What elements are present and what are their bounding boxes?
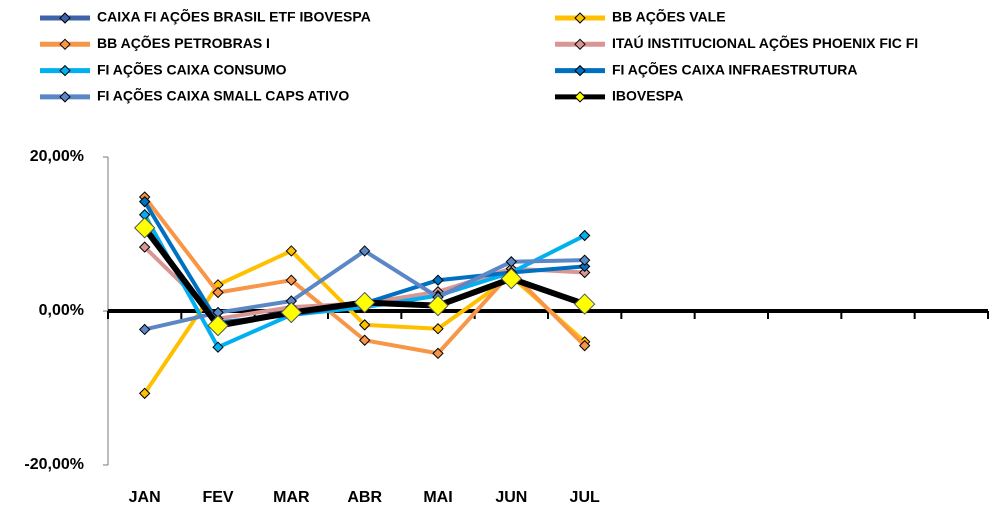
series-marker — [578, 339, 591, 352]
y-tick-label: 20,00% — [30, 148, 84, 165]
legend-marker — [59, 38, 71, 51]
series-marker — [358, 334, 371, 346]
legend-marker — [59, 12, 71, 24]
series-marker — [280, 301, 303, 324]
series-marker — [573, 293, 596, 315]
series-marker — [358, 245, 371, 257]
series-marker — [432, 323, 444, 335]
legend-marker — [574, 12, 586, 24]
series-marker — [505, 256, 518, 268]
legend-label: FI AÇÕES CAIXA CONSUMO — [97, 60, 287, 77]
series-marker — [578, 266, 591, 279]
series-marker — [578, 254, 591, 266]
y-tick-label: -20,00% — [24, 456, 84, 473]
legend-label: CAIXA FI AÇÕES BRASIL ETF IBOVESPA — [97, 8, 371, 25]
legend-marker — [574, 38, 586, 51]
series-marker — [285, 274, 298, 286]
legend-marker — [574, 64, 586, 77]
series-marker — [358, 319, 371, 331]
series-marker — [133, 217, 156, 239]
legend-label: FI AÇÕES CAIXA SMALL CAPS ATIVO — [97, 87, 349, 104]
x-tick-label: ABR — [347, 489, 382, 506]
y-tick-label: 0,00% — [39, 302, 84, 319]
series-marker — [138, 323, 151, 336]
x-tick-label: JAN — [129, 489, 161, 506]
x-tick-label: JUN — [495, 489, 527, 506]
legend-label: FI AÇÕES CAIXA INFRAESTRUTURA — [612, 60, 858, 77]
series-marker — [138, 195, 151, 208]
series-marker — [353, 291, 376, 314]
legend-label: IBOVESPA — [612, 88, 683, 104]
series-marker — [427, 294, 449, 317]
series-marker — [432, 274, 444, 286]
series-marker — [432, 347, 444, 360]
series-marker — [500, 267, 523, 290]
series-marker — [212, 341, 224, 353]
x-tick-label: MAR — [273, 489, 310, 506]
series-marker — [138, 387, 151, 400]
series-marker — [285, 245, 298, 257]
series-marker — [578, 260, 591, 273]
legend-label: BB AÇÕES VALE — [612, 8, 726, 25]
x-tick-label: JUL — [570, 489, 600, 506]
legend-marker — [574, 91, 586, 103]
series-marker — [138, 241, 151, 253]
legend-marker — [59, 64, 71, 77]
series-marker — [207, 314, 229, 337]
x-tick-label: MAI — [423, 489, 452, 506]
x-tick-label: FEV — [202, 489, 233, 506]
legend-marker — [59, 91, 71, 103]
series-marker — [212, 286, 224, 299]
series-marker — [578, 229, 591, 242]
legend-label: BB AÇÕES PETROBRAS I — [97, 34, 270, 51]
legend-label: ITAÚ INSTITUCIONAL AÇÕES PHOENIX FIC FI — [612, 34, 918, 51]
